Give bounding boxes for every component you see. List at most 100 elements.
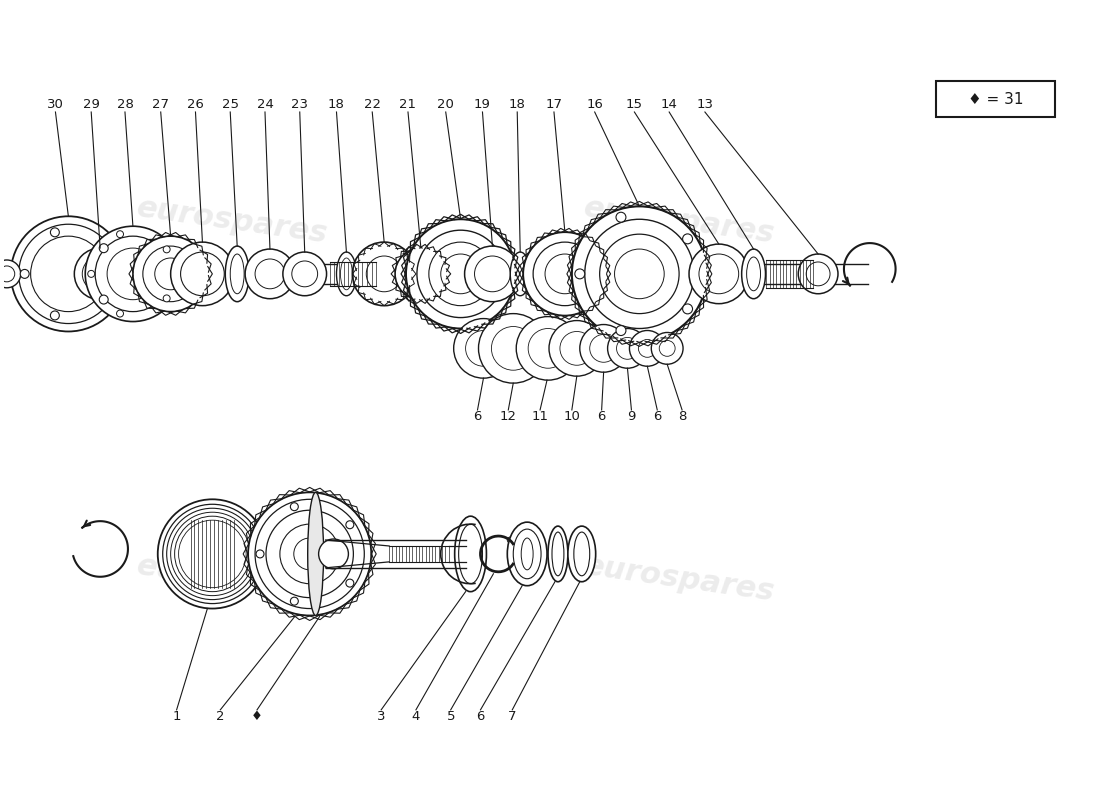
Circle shape xyxy=(86,226,180,322)
Circle shape xyxy=(585,219,694,329)
Circle shape xyxy=(290,597,298,605)
Circle shape xyxy=(345,521,354,529)
Circle shape xyxy=(319,539,349,569)
Circle shape xyxy=(453,318,514,378)
Text: 18: 18 xyxy=(328,98,345,110)
Ellipse shape xyxy=(514,529,541,578)
FancyBboxPatch shape xyxy=(936,82,1056,117)
Circle shape xyxy=(528,329,568,368)
Circle shape xyxy=(580,325,627,372)
Text: 22: 22 xyxy=(364,98,381,110)
Circle shape xyxy=(99,244,108,253)
Circle shape xyxy=(0,260,21,288)
Ellipse shape xyxy=(507,522,547,586)
Circle shape xyxy=(572,206,707,342)
Circle shape xyxy=(255,259,285,289)
Circle shape xyxy=(689,244,749,304)
Text: 30: 30 xyxy=(47,98,64,110)
Circle shape xyxy=(607,329,647,368)
Text: 9: 9 xyxy=(627,410,636,423)
Circle shape xyxy=(255,499,364,609)
Text: 20: 20 xyxy=(438,98,454,110)
Circle shape xyxy=(175,516,250,592)
Circle shape xyxy=(117,230,123,238)
Text: ♦: ♦ xyxy=(251,710,263,723)
Text: 13: 13 xyxy=(696,98,714,110)
Circle shape xyxy=(75,248,127,300)
Ellipse shape xyxy=(459,524,483,584)
Ellipse shape xyxy=(308,492,323,615)
Circle shape xyxy=(406,219,515,329)
Circle shape xyxy=(429,242,493,306)
Circle shape xyxy=(170,512,254,596)
Text: 14: 14 xyxy=(661,98,678,110)
Circle shape xyxy=(163,504,262,603)
Circle shape xyxy=(683,234,693,244)
Text: 23: 23 xyxy=(292,98,308,110)
Circle shape xyxy=(659,341,675,356)
Text: ♦ = 31: ♦ = 31 xyxy=(968,92,1024,106)
Circle shape xyxy=(51,228,59,237)
Text: 8: 8 xyxy=(678,410,686,423)
Text: 1: 1 xyxy=(173,710,180,723)
Circle shape xyxy=(96,236,170,312)
Text: 3: 3 xyxy=(377,710,385,723)
Circle shape xyxy=(395,248,447,300)
Circle shape xyxy=(366,256,402,292)
Circle shape xyxy=(178,520,246,588)
Circle shape xyxy=(266,510,353,598)
Circle shape xyxy=(516,317,580,380)
Circle shape xyxy=(507,537,514,543)
Ellipse shape xyxy=(747,257,760,290)
Circle shape xyxy=(180,252,224,296)
Circle shape xyxy=(31,236,106,312)
Circle shape xyxy=(133,236,208,312)
Circle shape xyxy=(806,262,830,286)
Circle shape xyxy=(157,499,267,609)
Text: 6: 6 xyxy=(473,410,482,423)
Circle shape xyxy=(474,256,510,292)
Circle shape xyxy=(441,254,481,294)
Text: 25: 25 xyxy=(222,98,239,110)
Circle shape xyxy=(294,538,326,570)
Circle shape xyxy=(799,254,838,294)
Circle shape xyxy=(290,502,298,510)
Circle shape xyxy=(575,269,585,279)
Circle shape xyxy=(11,216,127,331)
Text: 6: 6 xyxy=(653,410,661,423)
Text: 6: 6 xyxy=(476,710,485,723)
Circle shape xyxy=(352,242,416,306)
Ellipse shape xyxy=(521,538,534,570)
Circle shape xyxy=(549,321,605,376)
Circle shape xyxy=(590,334,617,362)
Text: 16: 16 xyxy=(586,98,603,110)
Text: eurospares: eurospares xyxy=(582,194,777,249)
Circle shape xyxy=(51,311,59,320)
Circle shape xyxy=(283,252,327,296)
Circle shape xyxy=(524,232,606,315)
Circle shape xyxy=(170,242,234,306)
Ellipse shape xyxy=(552,532,564,576)
Text: 29: 29 xyxy=(82,98,100,110)
Text: 7: 7 xyxy=(508,710,517,723)
Circle shape xyxy=(465,330,502,366)
Circle shape xyxy=(0,266,14,282)
Circle shape xyxy=(82,256,118,292)
Circle shape xyxy=(155,258,187,290)
Circle shape xyxy=(88,270,95,278)
Text: 17: 17 xyxy=(546,98,562,110)
Circle shape xyxy=(417,230,504,318)
Circle shape xyxy=(117,310,123,317)
Text: 27: 27 xyxy=(152,98,169,110)
Circle shape xyxy=(478,314,548,383)
Ellipse shape xyxy=(341,258,352,290)
Ellipse shape xyxy=(337,252,356,296)
Text: 2: 2 xyxy=(216,710,224,723)
Circle shape xyxy=(99,295,108,304)
Text: 18: 18 xyxy=(509,98,526,110)
Ellipse shape xyxy=(454,516,486,592)
Text: 5: 5 xyxy=(447,710,455,723)
Circle shape xyxy=(616,338,638,359)
Text: 10: 10 xyxy=(563,410,581,423)
Circle shape xyxy=(534,242,596,306)
